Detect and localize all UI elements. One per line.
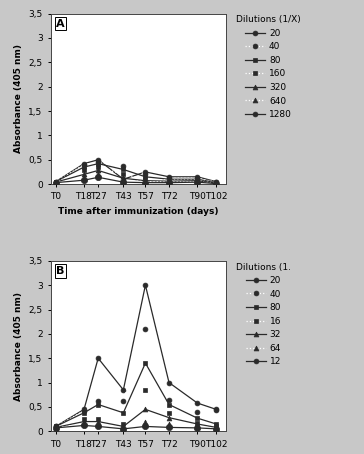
X-axis label: Time after immunization (days): Time after immunization (days) (58, 207, 218, 216)
Y-axis label: Absorbance (405 nm): Absorbance (405 nm) (14, 291, 23, 400)
Y-axis label: Absorbance (405 nm): Absorbance (405 nm) (14, 44, 23, 153)
Text: A: A (56, 19, 65, 29)
Legend: 20, 40, 80, 160, 320, 640, 1280: 20, 40, 80, 160, 320, 640, 1280 (234, 14, 303, 121)
Legend: 20, 40, 80, 16, 32, 64, 12: 20, 40, 80, 16, 32, 64, 12 (234, 261, 293, 368)
Text: B: B (56, 266, 64, 276)
